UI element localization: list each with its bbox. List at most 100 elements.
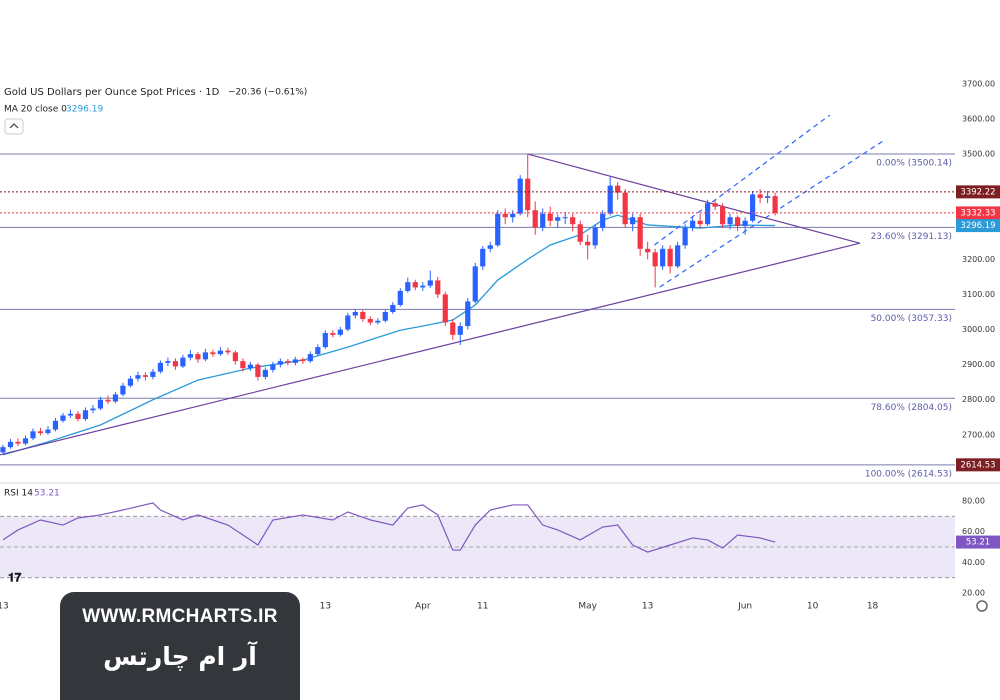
candle-body <box>270 364 276 370</box>
candle-body <box>472 266 478 302</box>
candle-body <box>622 192 628 225</box>
candle-body <box>667 248 673 267</box>
candle-body <box>555 217 561 221</box>
candle-body <box>247 364 253 369</box>
price-tag-label: 3392.22 <box>960 187 995 197</box>
candle-body <box>105 399 111 402</box>
candle-body <box>637 217 643 249</box>
candle-body <box>172 361 179 367</box>
candle-body <box>67 413 74 416</box>
fib-label: 78.60% (2804.05) <box>871 403 952 413</box>
candle-body <box>577 224 583 242</box>
candle-body <box>757 194 763 198</box>
candle-body <box>645 248 651 253</box>
trend-line <box>527 153 860 244</box>
candle-body <box>330 333 336 335</box>
candle-body <box>225 350 231 353</box>
candle-body <box>52 420 59 430</box>
price-tag <box>956 206 1000 220</box>
candle-body <box>585 241 591 246</box>
x-tick-label: Apr <box>415 602 431 612</box>
rsi-tick-label: 80.00 <box>962 496 985 505</box>
candle-body <box>540 213 546 228</box>
candle-body <box>750 194 756 221</box>
candle-body <box>735 217 741 227</box>
candle-body <box>285 361 291 363</box>
y-tick-label: 3600.00 <box>962 114 995 123</box>
candle-body <box>682 227 688 246</box>
candle-body <box>690 220 696 228</box>
candle-body <box>337 329 343 335</box>
axes: 3700.003600.003500.003300.003200.003100.… <box>0 79 1000 612</box>
y-tick-label: 2700.00 <box>962 430 995 439</box>
candle-body <box>150 371 156 377</box>
settings-icon[interactable] <box>976 600 988 612</box>
watermark: WWW.RMCHARTS.IR آر ام چارتس <box>60 592 300 700</box>
candle-body <box>217 350 223 355</box>
candle-body <box>382 311 388 321</box>
candle-body <box>465 301 471 327</box>
rsi-plot <box>0 502 955 579</box>
candle-body <box>187 354 194 358</box>
x-tick-label: 13 <box>0 602 9 612</box>
candle-body <box>600 213 606 228</box>
trend-line <box>0 242 860 456</box>
x-tick-label: 13 <box>642 602 653 612</box>
candle-body <box>390 304 396 312</box>
collapse-button[interactable] <box>4 118 24 135</box>
y-tick-label: 3700.00 <box>962 79 995 88</box>
candle-body <box>427 280 433 286</box>
trend-line <box>654 114 831 246</box>
candle-body <box>75 413 81 420</box>
candle-body <box>232 352 238 362</box>
candle-body <box>772 196 778 213</box>
candle-body <box>764 196 771 198</box>
candle-body <box>307 354 313 362</box>
candle-body <box>277 361 283 365</box>
candle-body <box>90 408 96 411</box>
candle-body <box>525 178 531 211</box>
ma-value: 3296.19 <box>66 105 103 115</box>
candle-body <box>202 352 208 360</box>
candle-body <box>532 210 538 228</box>
x-tick-label: 10 <box>807 602 819 612</box>
price-plot <box>0 114 955 466</box>
candle-body <box>652 252 658 267</box>
candle-body <box>82 410 89 420</box>
candle-body <box>210 352 216 355</box>
y-tick-label: 3100.00 <box>962 290 995 299</box>
candle-body <box>607 185 613 214</box>
rsi-line <box>2 502 776 553</box>
candle-body <box>547 213 553 221</box>
candle-body <box>135 375 141 379</box>
x-tick-label: 11 <box>477 602 488 612</box>
candle-body <box>727 217 733 225</box>
candle-body <box>742 220 748 227</box>
candle-body <box>30 431 36 439</box>
price-tag <box>956 219 1000 233</box>
y-tick-label: 3500.00 <box>962 150 995 159</box>
candle-body <box>457 326 463 335</box>
rsi-value: 53.21 <box>34 489 60 499</box>
ma-line <box>2 214 776 456</box>
candle-body <box>7 441 14 448</box>
candle-body <box>300 359 306 362</box>
candle-body <box>127 378 134 386</box>
candle-body <box>15 441 21 444</box>
fib-label: 0.00% (3500.14) <box>876 159 952 169</box>
watermark-name: آر ام چارتس <box>103 642 257 671</box>
tv-logo: 𝟏𝟕 <box>8 571 22 585</box>
candle-body <box>412 282 418 288</box>
candle-body <box>262 369 268 377</box>
candle-body <box>165 361 171 363</box>
candle-body <box>592 227 598 246</box>
candle-body <box>450 322 456 335</box>
rsi-tick-label: 60.00 <box>962 527 985 536</box>
price-tag-label: 3296.19 <box>960 221 995 231</box>
rsi-tag <box>956 535 1000 549</box>
collapse-icon <box>9 123 19 129</box>
candle-body <box>442 294 448 323</box>
fib-label: 50.00% (3057.33) <box>871 314 952 324</box>
x-tick-label: 18 <box>867 602 879 612</box>
